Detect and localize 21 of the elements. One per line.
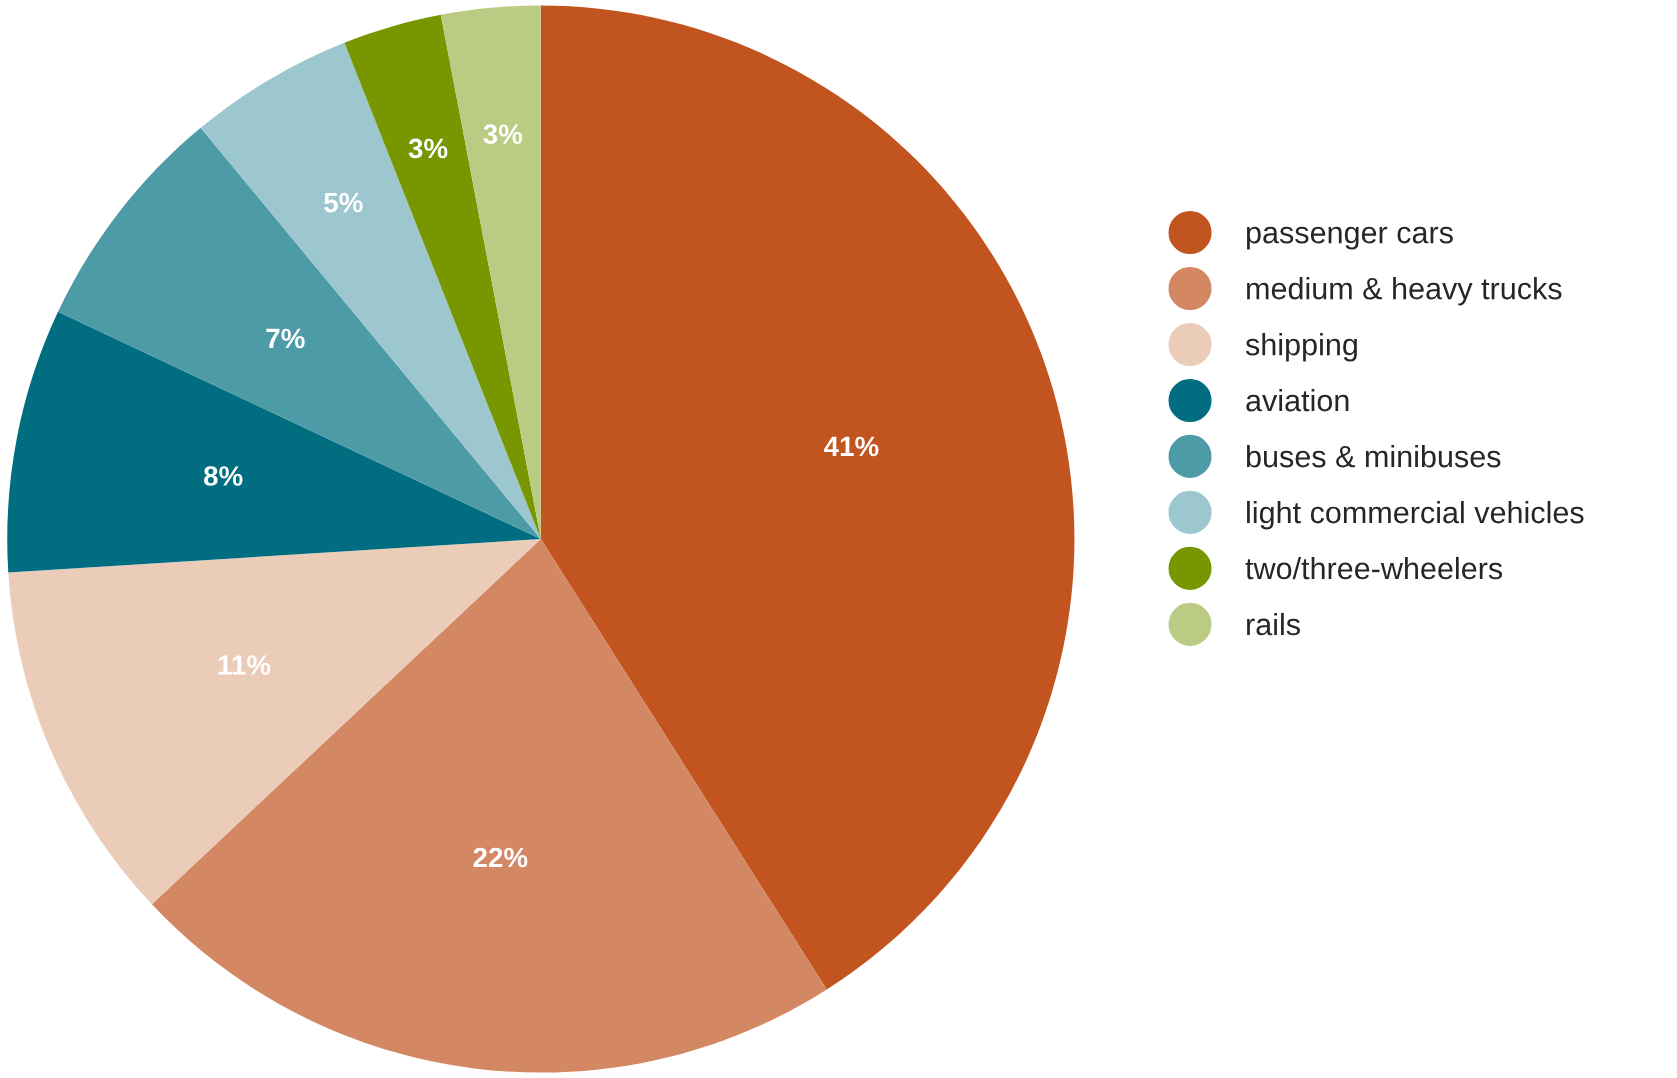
- pie-slice: [8, 539, 541, 905]
- legend-label: rails: [1247, 612, 1300, 636]
- pie-slice: [540, 5, 1075, 990]
- data-label: 41%: [824, 436, 879, 457]
- legend-label: passenger cars: [1247, 226, 1453, 250]
- data-label: 8%: [203, 466, 243, 486]
- legend-label: light commercial vehicles: [1247, 500, 1584, 530]
- legend-label: buses & minibuses: [1247, 444, 1501, 468]
- data-label: 11%: [218, 655, 271, 675]
- legend-label: shipping: [1245, 332, 1357, 362]
- legend-label: medium & heavy trucks: [1247, 277, 1562, 306]
- pie-slice: [200, 42, 541, 539]
- data-label: 7%: [266, 328, 305, 349]
- data-label: 22%: [473, 847, 528, 868]
- data-label: 3%: [483, 124, 523, 145]
- legend-label: two/three-wheelers: [1245, 556, 1503, 580]
- pie-slice: [7, 311, 541, 573]
- data-label: 3%: [408, 138, 448, 159]
- data-label: 5%: [324, 192, 363, 213]
- legend-label: aviation: [1246, 388, 1349, 412]
- pie-slice: [151, 539, 827, 1073]
